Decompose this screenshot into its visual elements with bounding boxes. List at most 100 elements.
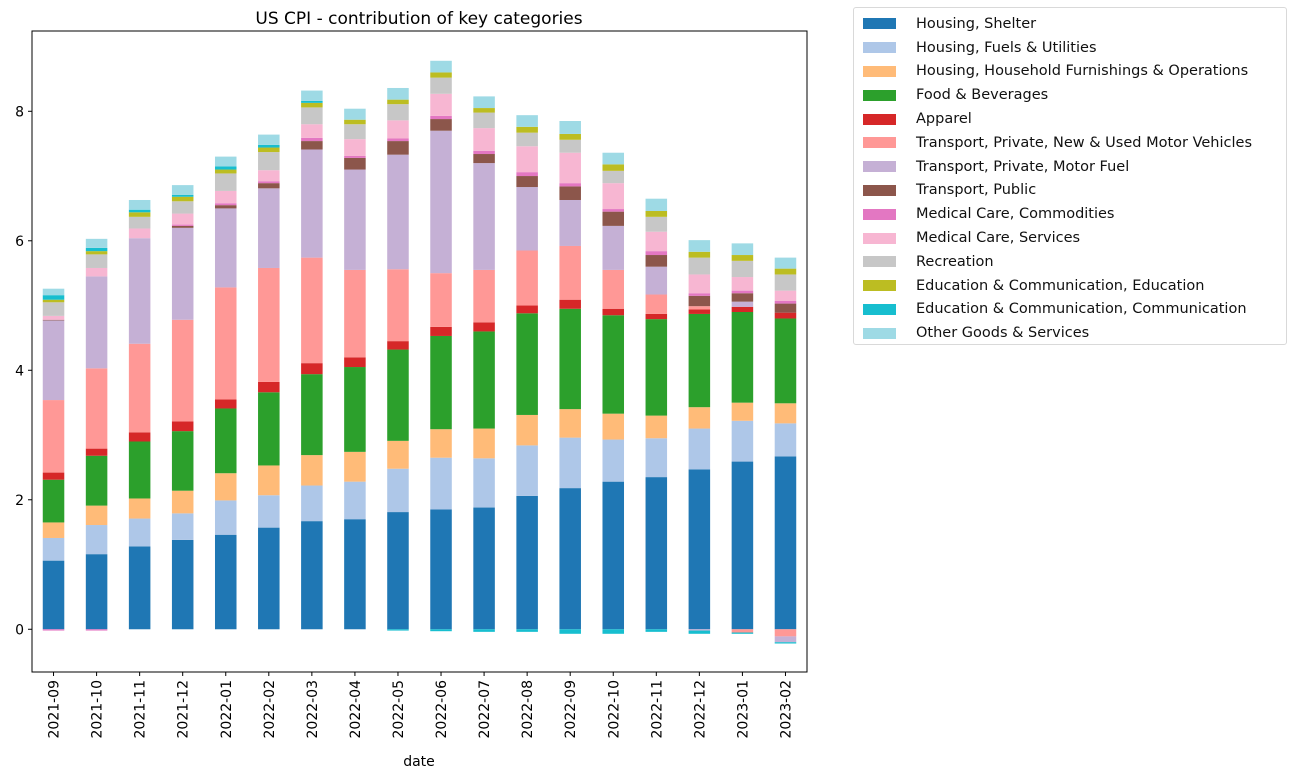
bar-segment [516, 313, 538, 415]
bar-segment [774, 257, 797, 269]
bar-segment [128, 546, 151, 630]
bar-segment [430, 72, 452, 78]
bar-segment [387, 629, 409, 631]
bar-segment [85, 251, 108, 255]
bar-segment [387, 269, 409, 342]
bar-segment [344, 269, 366, 358]
legend-label: Transport, Public [916, 182, 1037, 199]
legend-label: Education & Communication, Education [916, 277, 1205, 294]
bar-segment [258, 267, 280, 382]
bar-segment [258, 381, 280, 393]
bar-segment [258, 188, 280, 268]
legend-item: Transport, Private, Motor Fuel [863, 155, 1286, 179]
bar-segment [516, 414, 538, 446]
bar-segment [258, 144, 280, 148]
bar-segment [344, 139, 366, 156]
bar-segment [387, 512, 409, 630]
bar-segment [42, 629, 65, 631]
bar-segment [516, 172, 538, 177]
legend-item: Other Goods & Services [863, 321, 1286, 345]
bar-segment [301, 102, 323, 108]
bar-segment [430, 326, 452, 336]
x-tick-label: 2021-09 [47, 680, 63, 739]
bar-segment [128, 228, 151, 239]
bar-segment [387, 440, 409, 469]
bar-segment [688, 257, 711, 275]
bar-segment [387, 154, 409, 270]
bar-segment [473, 269, 495, 323]
legend-item: Education & Communication, Education [863, 274, 1286, 298]
bar-segment [344, 451, 366, 482]
bar-segment [645, 294, 668, 314]
bar-segment [344, 157, 366, 170]
x-tick-label: 2022-08 [520, 680, 536, 739]
bar-segment [774, 268, 797, 275]
bar-segment [645, 629, 668, 632]
bar-segment [85, 455, 108, 506]
bar-segment [301, 455, 323, 486]
bar-segment [85, 525, 108, 555]
bars-layer [42, 60, 797, 644]
bar-segment [645, 415, 668, 439]
x-tick-label: 2022-07 [477, 680, 493, 739]
bar-segment [774, 636, 797, 643]
bar-segment [602, 308, 625, 316]
bar-segment [774, 312, 797, 319]
bar-segment [85, 629, 108, 631]
legend-item: Medical Care, Commodities [863, 202, 1286, 226]
bar-segment [731, 260, 754, 278]
y-tick-label: 6 [15, 234, 24, 250]
bar-segment [731, 293, 754, 302]
x-tick-label: 2022-03 [305, 680, 321, 739]
bar-segment [258, 181, 280, 184]
bar-segment [559, 437, 581, 489]
legend-swatch [863, 280, 896, 292]
bar-segment [301, 374, 323, 456]
bar-segment [344, 155, 366, 158]
bar-segment [602, 211, 625, 226]
legend-item: Apparel [863, 107, 1286, 131]
bar-segment [258, 152, 280, 171]
legend-swatch [863, 327, 896, 339]
bar-segment [731, 255, 754, 261]
bar-segment [473, 507, 495, 630]
bar-segment [387, 341, 409, 350]
bar-segment [688, 293, 711, 296]
legend-swatch [863, 42, 896, 54]
bar-segment [128, 432, 151, 442]
bar-segment [731, 306, 754, 313]
legend-label: Medical Care, Services [916, 230, 1081, 247]
bar-segment [559, 139, 581, 153]
bar-segment [258, 147, 280, 153]
bar-segment [85, 448, 108, 456]
bar-segment [258, 392, 280, 466]
bar-segment [559, 299, 581, 309]
bar-segment [602, 413, 625, 440]
legend-item: Housing, Household Furnishings & Operati… [863, 60, 1286, 84]
bar-segment [516, 445, 538, 496]
bar-segment [387, 99, 409, 105]
bar-segment [85, 505, 108, 526]
bar-segment [602, 269, 625, 309]
legend-swatch [863, 161, 896, 173]
bar-segment [688, 407, 711, 429]
y-axis: 0 2 4 6 8 [15, 104, 32, 638]
bar-segment [473, 163, 495, 270]
bar-segment [214, 205, 237, 209]
bar-segment [774, 303, 797, 313]
legend-item: Food & Beverages [863, 83, 1286, 107]
bar-segment [301, 149, 323, 258]
bar-segment [387, 141, 409, 155]
x-tick-label: 2022-05 [391, 680, 407, 739]
bar-segment [473, 112, 495, 129]
bar-segment [258, 527, 280, 630]
legend-label: Food & Beverages [916, 87, 1049, 104]
bar-segment [516, 126, 538, 133]
bar-segment [731, 290, 754, 294]
legend: Housing, Shelter Housing, Fuels & Utiliti… [853, 7, 1287, 345]
bar-segment [430, 130, 452, 274]
bar-segment [301, 363, 323, 375]
bar-segment [171, 431, 194, 491]
bar-segment [301, 100, 323, 103]
bar-segment [214, 500, 237, 535]
